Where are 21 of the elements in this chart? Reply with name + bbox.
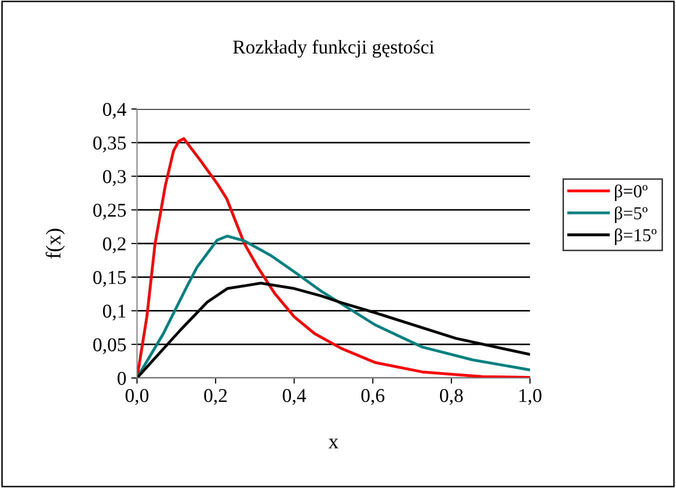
- y-tick-label: 0: [118, 372, 126, 385]
- y-tick-label: 0,4: [103, 102, 126, 119]
- x-tick-label: 0,6: [361, 388, 384, 405]
- x-tick-label: 0,4: [282, 388, 306, 405]
- x-axis-title: x: [328, 438, 338, 448]
- x-tick-label: 0,0: [126, 388, 148, 405]
- y-tick-label: 0,05: [93, 338, 126, 354]
- y-tick-label: 0,25: [93, 204, 126, 220]
- y-tick-label: 0,35: [93, 136, 126, 152]
- y-tick-label: 0,15: [93, 270, 126, 287]
- x-tick-label: 1,0: [520, 388, 542, 405]
- legend-label: β=15º: [614, 228, 656, 245]
- y-tick-label: 0,1: [103, 304, 126, 320]
- legend-label: β=0º: [614, 184, 648, 202]
- chart-title: Rozkłady funkcji gęstości: [233, 40, 434, 58]
- legend-label: β=5º: [614, 206, 648, 223]
- x-tick-label: 0,8: [440, 388, 463, 405]
- y-tick-label: 0,3: [103, 170, 126, 186]
- x-tick-label: 0,2: [204, 388, 227, 405]
- y-tick-label: 0,2: [103, 237, 126, 254]
- y-axis-title: f(x): [46, 228, 65, 258]
